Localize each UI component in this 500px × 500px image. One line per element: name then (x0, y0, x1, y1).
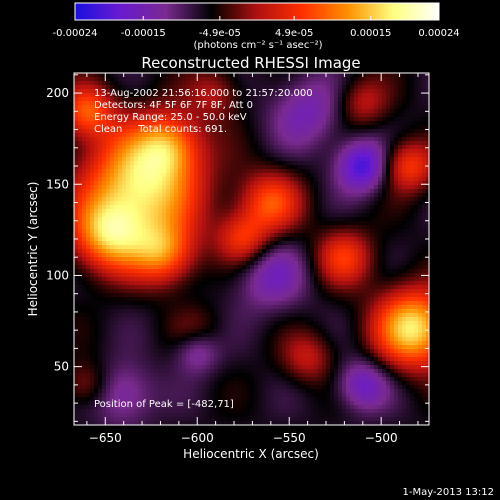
y-axis-ticks: 50 100 150 200 (46, 74, 429, 422)
annotation-block: 13-Aug-2002 21:56:16.000 to 21:57:20.000… (94, 88, 313, 135)
y-tick-label: 150 (46, 177, 69, 191)
plot-frame (73, 72, 430, 426)
colorbar: -0.00024 -0.00015 -4.9e-05 4.9e-05 0.00015 0.… (53, 2, 460, 51)
x-tick-label: −550 (273, 431, 306, 445)
plot-area: −650 −600 −550 −500 50 100 150 200 13-Aug-2002… (46, 72, 430, 445)
colorbar-tick-label: -4.9e-05 (199, 28, 241, 39)
annotation-total-counts: Clean Total counts: 691. (94, 124, 227, 135)
colorbar-tick-label: -0.00015 (121, 28, 166, 39)
y-tick-label: 50 (54, 360, 69, 374)
x-tick-label: −650 (89, 431, 122, 445)
x-tick-label: −500 (365, 431, 398, 445)
colorbar-unit-label: (photons cm⁻² s⁻¹ asec⁻²) (193, 40, 322, 51)
peak-position-label: Position of Peak = [-482,71] (94, 399, 234, 410)
annotation-time-range: 13-Aug-2002 21:56:16.000 to 21:57:20.000 (94, 88, 313, 99)
annotation-energy-range: Energy Range: 25.0 - 50.0 keV (94, 112, 247, 123)
x-axis-ticks: −650 −600 −550 −500 (86, 73, 419, 445)
annotation-detectors: Detectors: 4F 5F 6F 7F 8F, Att 0 (94, 100, 253, 111)
colorbar-strip (74, 2, 440, 21)
colorbar-tick-label: 0.00015 (350, 28, 391, 39)
heatmap-canvas (74, 73, 429, 425)
y-tick-label: 200 (46, 86, 69, 100)
colorbar-tick-label: -0.00024 (53, 28, 98, 39)
y-axis-label: Heliocentric Y (arcsec) (26, 182, 40, 317)
colorbar-ticks: -0.00024 -0.00015 -4.9e-05 4.9e-05 0.00015 0.… (53, 16, 460, 39)
x-axis-label: Heliocentric X (arcsec) (183, 447, 319, 461)
colorbar-tick-label: 0.00024 (418, 28, 459, 39)
y-tick-label: 100 (46, 268, 69, 282)
x-tick-label: −600 (181, 431, 214, 445)
footer-timestamp: 1-May-2013 13:12 (402, 487, 494, 498)
colorbar-tick-label: 4.9e-05 (275, 28, 313, 39)
chart-title: Reconstructed RHESSI Image (141, 54, 360, 72)
